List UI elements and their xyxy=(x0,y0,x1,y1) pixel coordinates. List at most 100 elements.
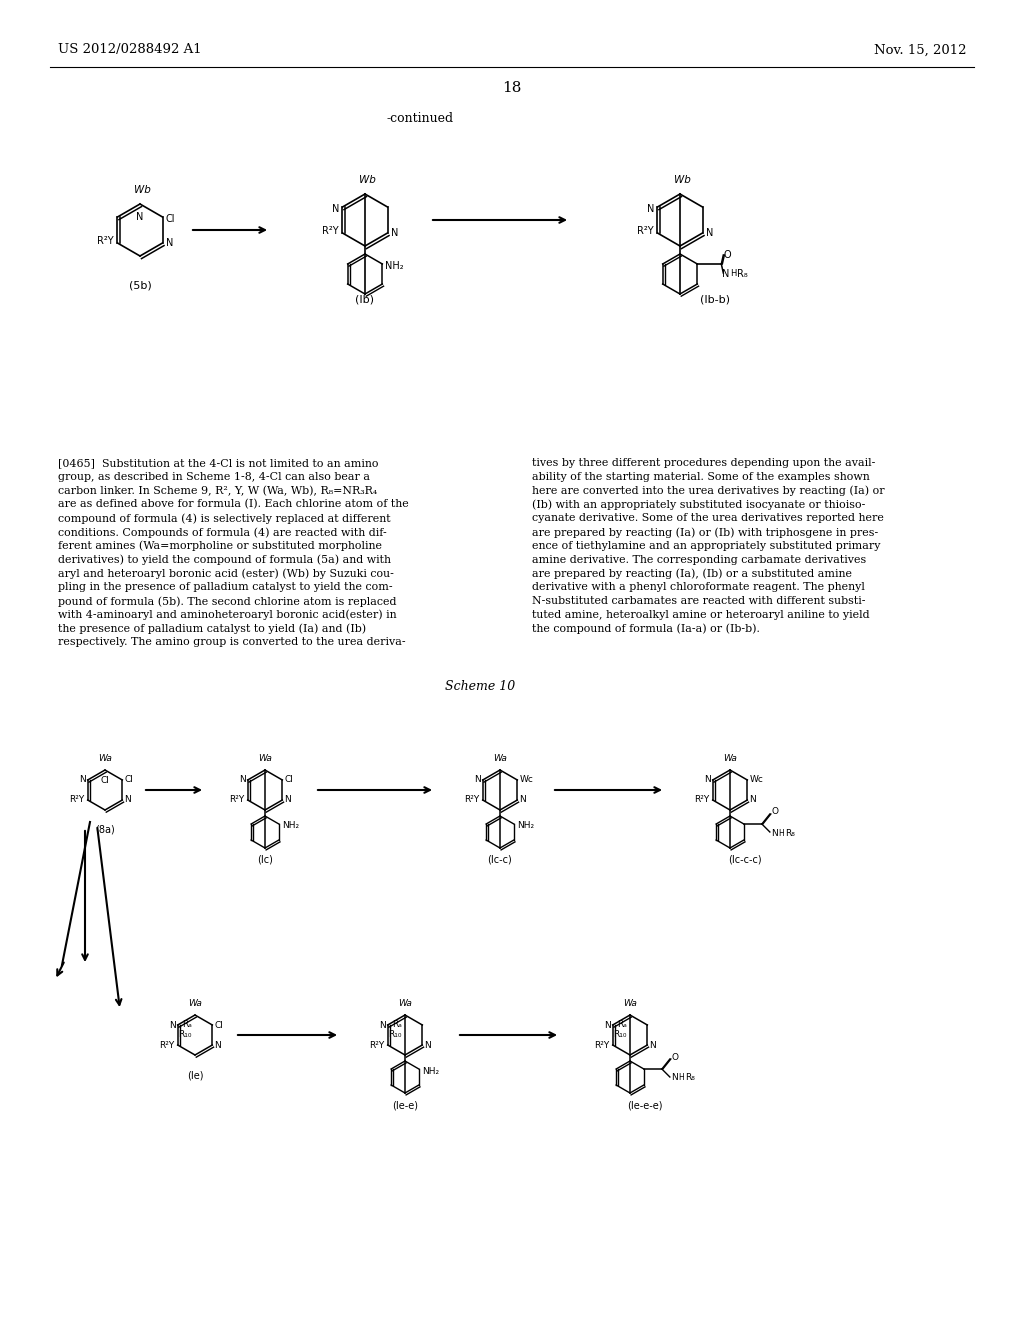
Text: N: N xyxy=(169,1020,176,1030)
Text: the presence of palladium catalyst to yield (Ia) and (Ib): the presence of palladium catalyst to yi… xyxy=(58,623,367,634)
Text: Wa: Wa xyxy=(98,754,112,763)
Text: R²Y: R²Y xyxy=(370,1040,385,1049)
Text: N: N xyxy=(649,1040,656,1049)
Text: N: N xyxy=(214,1040,221,1049)
Text: R₈: R₈ xyxy=(737,269,749,279)
Text: Cl: Cl xyxy=(124,776,133,784)
Text: (Ib): (Ib) xyxy=(355,294,375,305)
Text: R²Y: R²Y xyxy=(160,1040,175,1049)
Text: NH₂: NH₂ xyxy=(517,821,534,830)
Text: -continued: -continued xyxy=(386,111,454,124)
Text: R²Y: R²Y xyxy=(70,796,85,804)
Text: Scheme 10: Scheme 10 xyxy=(444,680,515,693)
Text: N: N xyxy=(379,1020,386,1030)
Text: R₈: R₈ xyxy=(784,829,795,837)
Text: tuted amine, heteroalkyl amine or heteroaryl aniline to yield: tuted amine, heteroalkyl amine or hetero… xyxy=(532,610,869,620)
Text: N: N xyxy=(703,776,711,784)
Text: derivatives) to yield the compound of formula (5a) and with: derivatives) to yield the compound of fo… xyxy=(58,554,391,565)
Text: R²Y: R²Y xyxy=(637,226,653,236)
Text: Rₐ: Rₐ xyxy=(392,1020,402,1030)
Text: (Ib-b): (Ib-b) xyxy=(700,294,730,305)
Text: (Ib) with an appropriately substituted isocyanate or thioisо-: (Ib) with an appropriately substituted i… xyxy=(532,499,865,510)
Text: Cl: Cl xyxy=(214,1020,223,1030)
Text: N: N xyxy=(519,796,526,804)
Text: Wa: Wa xyxy=(188,999,202,1008)
Text: respectively. The amino group is converted to the urea deriva-: respectively. The amino group is convert… xyxy=(58,638,406,647)
Text: R²Y: R²Y xyxy=(694,796,710,804)
Text: O: O xyxy=(672,1052,679,1061)
Text: H: H xyxy=(730,269,736,279)
Text: N: N xyxy=(671,1073,678,1082)
Text: Wa: Wa xyxy=(258,754,272,763)
Text: (Ie): (Ie) xyxy=(186,1071,203,1080)
Text: Wa: Wa xyxy=(398,999,412,1008)
Text: Rₐ: Rₐ xyxy=(617,1020,627,1030)
Text: (Ic-c-c): (Ic-c-c) xyxy=(728,855,762,865)
Text: Wa: Wa xyxy=(494,754,507,763)
Text: N: N xyxy=(79,776,86,784)
Text: R²Y: R²Y xyxy=(594,1040,609,1049)
Text: derivative with a phenyl chloroformate reagent. The phenyl: derivative with a phenyl chloroformate r… xyxy=(532,582,865,593)
Text: N: N xyxy=(647,205,654,214)
Text: group, as described in Scheme 1-8, 4-Cl can also bear a: group, as described in Scheme 1-8, 4-Cl … xyxy=(58,471,370,482)
Text: the compound of formula (Ia-a) or (Ib-b).: the compound of formula (Ia-a) or (Ib-b)… xyxy=(532,623,760,634)
Text: conditions. Compounds of formula (4) are reacted with dif-: conditions. Compounds of formula (4) are… xyxy=(58,527,387,537)
Text: R₈: R₈ xyxy=(685,1073,694,1082)
Text: N: N xyxy=(771,829,777,837)
Text: Wb: Wb xyxy=(358,176,376,185)
Text: are as defined above for formula (I). Each chlorine atom of the: are as defined above for formula (I). Ea… xyxy=(58,499,409,510)
Text: N: N xyxy=(706,228,713,238)
Text: NH₂: NH₂ xyxy=(385,261,403,271)
Text: N: N xyxy=(604,1020,610,1030)
Text: aryl and heteroaryl boronic acid (ester) (Wb) by Suzuki cou-: aryl and heteroaryl boronic acid (ester)… xyxy=(58,569,394,579)
Text: (Ie-e-e): (Ie-e-e) xyxy=(628,1100,663,1110)
Text: N: N xyxy=(722,269,730,279)
Text: with 4-aminoaryl and aminoheteroaryl boronic acid(ester) in: with 4-aminoaryl and aminoheteroaryl bor… xyxy=(58,610,396,620)
Text: [0465]  Substitution at the 4-Cl is not limited to an amino: [0465] Substitution at the 4-Cl is not l… xyxy=(58,458,379,469)
Text: H: H xyxy=(678,1073,684,1082)
Text: H: H xyxy=(778,829,783,837)
Text: R₁₀: R₁₀ xyxy=(388,1030,402,1039)
Text: NH₂: NH₂ xyxy=(282,821,299,830)
Text: amine derivative. The corresponding carbamate derivatives: amine derivative. The corresponding carb… xyxy=(532,554,866,565)
Text: Wb: Wb xyxy=(674,176,690,185)
Text: O: O xyxy=(723,249,731,260)
Text: N: N xyxy=(136,213,143,222)
Text: pound of formula (5b). The second chlorine atom is replaced: pound of formula (5b). The second chlori… xyxy=(58,597,396,607)
Text: carbon linker. In Scheme 9, R², Y, W (Wa, Wb), R₈=NR₃R₄: carbon linker. In Scheme 9, R², Y, W (Wa… xyxy=(58,486,377,496)
Text: N: N xyxy=(239,776,246,784)
Text: Wc: Wc xyxy=(750,776,763,784)
Text: Rₐ: Rₐ xyxy=(182,1020,193,1030)
Text: NH₂: NH₂ xyxy=(422,1067,439,1076)
Text: ability of the starting material. Some of the examples shown: ability of the starting material. Some o… xyxy=(532,471,869,482)
Text: (Ic-c): (Ic-c) xyxy=(487,855,512,865)
Text: Wa: Wa xyxy=(723,754,737,763)
Text: N: N xyxy=(424,1040,431,1049)
Text: R₁₀: R₁₀ xyxy=(178,1030,193,1039)
Text: R²Y: R²Y xyxy=(97,236,114,246)
Text: O: O xyxy=(772,808,779,817)
Text: Wb: Wb xyxy=(133,185,151,195)
Text: Cl: Cl xyxy=(285,776,293,784)
Text: N: N xyxy=(474,776,480,784)
Text: N: N xyxy=(390,228,398,238)
Text: cyanate derivative. Some of the urea derivatives reported here: cyanate derivative. Some of the urea der… xyxy=(532,513,884,523)
Text: (Ie-e): (Ie-e) xyxy=(392,1100,418,1110)
Text: Cl: Cl xyxy=(166,214,175,224)
Text: (5b): (5b) xyxy=(129,280,152,290)
Text: 18: 18 xyxy=(503,81,521,95)
Text: are prepared by reacting (Ia), (Ib) or a substituted amine: are prepared by reacting (Ia), (Ib) or a… xyxy=(532,569,852,579)
Text: Cl: Cl xyxy=(100,776,110,785)
Text: R²Y: R²Y xyxy=(322,226,339,236)
Text: N: N xyxy=(124,796,131,804)
Text: are prepared by reacting (Ia) or (Ib) with triphosgene in pres-: are prepared by reacting (Ia) or (Ib) wi… xyxy=(532,527,879,537)
Text: ferent amines (Wa=morpholine or substituted morpholine: ferent amines (Wa=morpholine or substitu… xyxy=(58,541,382,552)
Text: (8a): (8a) xyxy=(95,825,115,836)
Text: Wc: Wc xyxy=(519,776,534,784)
Text: R²Y: R²Y xyxy=(229,796,245,804)
Text: compound of formula (4) is selectively replaced at different: compound of formula (4) is selectively r… xyxy=(58,513,390,524)
Text: US 2012/0288492 A1: US 2012/0288492 A1 xyxy=(58,44,202,57)
Text: R₁₀: R₁₀ xyxy=(613,1030,627,1039)
Text: ence of tiethylamine and an appropriately substituted primary: ence of tiethylamine and an appropriatel… xyxy=(532,541,881,550)
Text: here are converted into the urea derivatives by reacting (Ia) or: here are converted into the urea derivat… xyxy=(532,486,885,496)
